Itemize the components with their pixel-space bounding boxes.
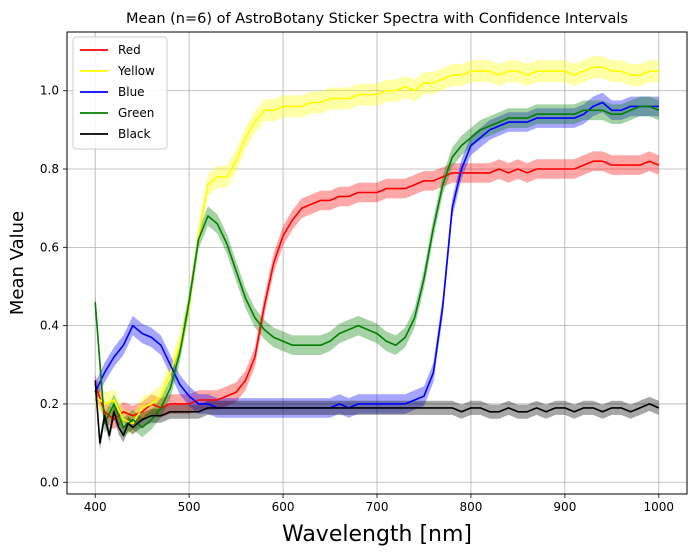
y-axis-label: Mean Value [7,211,28,315]
yellow-confidence-band [95,56,659,435]
y-tick-label: 0.0 [40,475,59,489]
y-tick-label: 0.6 [40,240,59,254]
legend: Red Yellow Blue Green Black [72,36,168,150]
chart-title: Mean (n=6) of AstroBotany Sticker Spectr… [126,11,628,27]
red-series-line [94,160,660,421]
red-confidence-band [95,151,659,430]
blue-series-line [94,101,659,409]
confidence-bands [95,56,659,451]
x-tick-label: 500 [178,500,201,514]
black-series-line [94,380,660,444]
x-tick-label: 800 [459,500,482,514]
y-tick-label: 0.2 [40,397,59,411]
legend-box [72,36,168,150]
x-axis-label: Wavelength [nm] [282,522,472,547]
legend-label-green: Green [118,106,154,120]
y-tick-label: 1.0 [40,84,59,98]
x-tick-label: 700 [366,500,389,514]
legend-label-red: Red [118,43,141,57]
series-lines [94,66,660,444]
legend-label-black: Black [118,127,151,141]
y-tick-label: 0.8 [40,162,59,176]
x-tick-label: 900 [553,500,576,514]
black-confidence-band [95,373,659,451]
green-series-line [94,105,660,429]
x-tick-label: 1000 [644,500,675,514]
x-tick-label: 600 [272,500,295,514]
y-tick-label: 0.4 [40,319,59,333]
y-axis-ticks: 0.0 0.2 0.4 0.6 0.8 1.0 [40,84,67,489]
legend-label-blue: Blue [118,85,145,99]
x-tick-label: 400 [84,500,107,514]
legend-label-yellow: Yellow [117,64,155,78]
x-axis-ticks: 400 500 600 700 800 900 1000 [84,494,674,514]
